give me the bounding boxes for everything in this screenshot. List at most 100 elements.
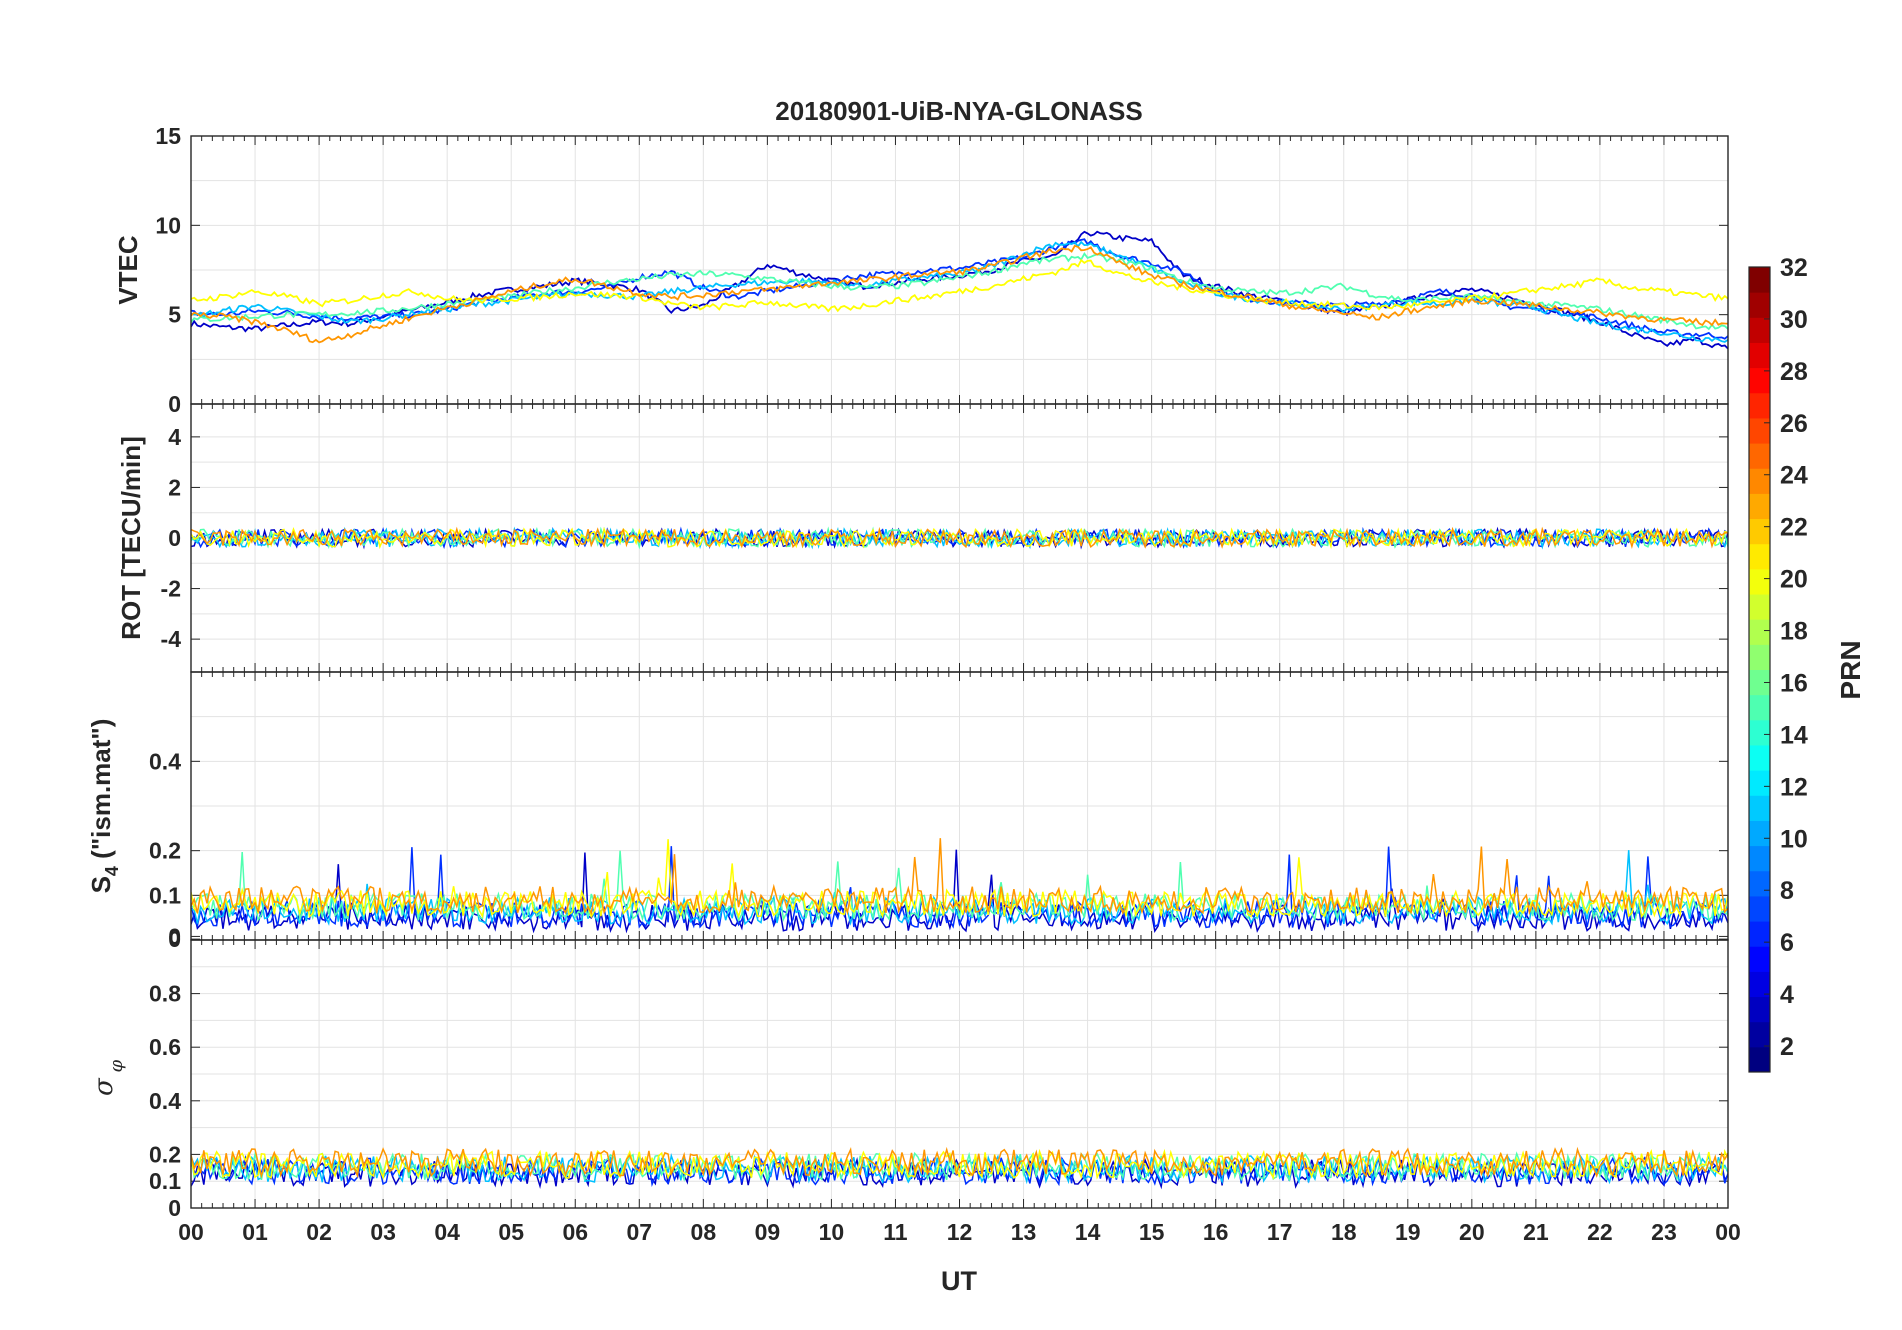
panel-sigma-phi-ticks <box>190 940 1729 1209</box>
series-1-4 <box>191 526 1728 550</box>
series-3-3 <box>191 1151 1728 1183</box>
colorbar-tick-label: 24 <box>1780 462 1808 490</box>
x-tick-label: 22 <box>1587 1219 1613 1245</box>
colorbar-swatch <box>1749 845 1770 872</box>
x-tick-label: 05 <box>498 1219 524 1245</box>
colorbar-swatch <box>1749 267 1770 293</box>
x-tick-label: 00 <box>1715 1219 1741 1245</box>
panel-vtec: VTEC 0 5 10 15 <box>113 123 1729 417</box>
panel-vtec-ylabel: VTEC <box>113 235 143 305</box>
colorbar-swatch <box>1749 694 1770 721</box>
y-tick-label: 0.2 <box>149 838 181 864</box>
y-tick-label: 0 <box>168 525 181 551</box>
y-tick-label: 0.4 <box>149 1088 181 1114</box>
colorbar-swatch <box>1749 568 1770 595</box>
series-3-5 <box>191 1146 1728 1179</box>
colorbar-swatch <box>1749 795 1770 821</box>
colorbar-swatch <box>1749 820 1770 847</box>
x-tick-label: 08 <box>691 1219 717 1245</box>
y-tick-label: -4 <box>161 626 182 652</box>
panel-rot-ylabel: ROT [TECU/min] <box>116 436 146 640</box>
vtec-series-prn-23 <box>191 244 1728 344</box>
x-tick-label: 06 <box>562 1219 588 1245</box>
x-tick-labels: 00 01 02 03 04 05 06 07 08 09 10 11 12 13 14 15 16 17 18 19… <box>178 1219 1741 1245</box>
vtec-series-prn-20 <box>191 258 1728 313</box>
panel-vtec-ytick-labels: 0 5 10 15 <box>155 123 181 417</box>
y-tick-label: 0.4 <box>149 748 181 774</box>
y-tick-label: 0.1 <box>149 1168 181 1194</box>
colorbar-swatch <box>1749 543 1770 570</box>
panel-rot-ytick-labels: -4 -2 0 2 4 <box>161 424 182 652</box>
colorbar-tick-label: 32 <box>1780 254 1808 282</box>
y-tick-label: 0 <box>168 1195 181 1221</box>
panel-sigma-phi-frame <box>190 939 1729 1209</box>
x-tick-label: 04 <box>434 1219 460 1245</box>
x-axis-label: UT <box>941 1266 977 1296</box>
vtec-series-prn-6 <box>191 238 1728 340</box>
colorbar-tick-label: 18 <box>1780 618 1808 646</box>
colorbar-label: PRN <box>1835 640 1866 699</box>
colorbar-tick-label: 16 <box>1780 669 1808 697</box>
colorbar-tick-label: 6 <box>1780 929 1794 957</box>
colorbar-swatch <box>1749 971 1770 998</box>
colorbar-swatch <box>1749 644 1770 670</box>
colorbar-tick-label: 20 <box>1780 566 1808 594</box>
colorbar-swatch <box>1749 417 1770 444</box>
series-2-5 <box>191 838 1728 916</box>
vtec-series-prn-16 <box>191 252 1728 331</box>
x-tick-label: 23 <box>1651 1219 1677 1245</box>
colorbar-tick-label: 10 <box>1780 825 1808 853</box>
colorbar-swatch <box>1749 921 1770 947</box>
colorbar-swatch <box>1749 342 1770 369</box>
colorbar-swatch <box>1749 669 1770 696</box>
series-1-5 <box>191 526 1728 549</box>
y-tick-label: 0.8 <box>149 981 181 1007</box>
y-tick-label: 0.2 <box>149 1141 181 1167</box>
panel-rot-series <box>191 526 1728 550</box>
colorbar-swatch <box>1749 895 1770 922</box>
y-tick-label: 0.6 <box>149 1034 181 1060</box>
x-tick-label: 19 <box>1395 1219 1421 1245</box>
colorbar-swatch <box>1749 468 1770 494</box>
colorbar-tick-label: 14 <box>1780 721 1808 749</box>
colorbar-swatch <box>1749 518 1770 545</box>
x-tick-label: 02 <box>306 1219 332 1245</box>
colorbar-swatch <box>1749 317 1770 343</box>
panel-vtec-series <box>191 230 1728 350</box>
y-tick-label: 15 <box>155 123 181 149</box>
y-tick-label: 0 <box>168 391 181 417</box>
x-tick-label: 21 <box>1523 1219 1549 1245</box>
y-tick-label: 4 <box>168 424 181 450</box>
y-tick-label: 2 <box>168 474 181 500</box>
panel-s4-grid <box>191 672 1728 940</box>
x-tick-label: 00 <box>178 1219 204 1245</box>
x-tick-label: 15 <box>1139 1219 1165 1245</box>
y-tick-label: -2 <box>161 576 181 602</box>
x-tick-label: 16 <box>1203 1219 1229 1245</box>
x-tick-label: 09 <box>755 1219 781 1245</box>
series-2-3 <box>191 850 1728 923</box>
colorbar-swatch <box>1749 770 1770 796</box>
colorbar-swatch <box>1749 1021 1770 1048</box>
colorbar-swatch <box>1749 870 1770 897</box>
colorbar-swatch <box>1749 744 1770 771</box>
y-tick-label: 0 <box>168 923 181 949</box>
colorbar-swatch <box>1749 443 1770 469</box>
colorbar-swatch <box>1749 493 1770 520</box>
colorbar-scale <box>1749 267 1770 1073</box>
y-tick-label: 0.1 <box>149 882 181 908</box>
colorbar-swatch <box>1749 996 1770 1023</box>
series-3-4 <box>191 1148 1728 1181</box>
colorbar-tick-label: 4 <box>1780 981 1794 1009</box>
colorbar-swatch <box>1749 1046 1770 1073</box>
x-tick-label: 01 <box>242 1219 268 1245</box>
panel-sigma-phi-ytick-labels: 00.10.2 0.4 0.6 0.8 <box>149 981 181 1221</box>
colorbar-tick-label: 30 <box>1780 306 1808 334</box>
panel-s4-ylabel: S4 ("ism.mat") <box>86 719 122 894</box>
y-tick-label: 5 <box>168 302 181 328</box>
colorbar-tick-label: 26 <box>1780 410 1808 438</box>
x-tick-label: 13 <box>1011 1219 1037 1245</box>
